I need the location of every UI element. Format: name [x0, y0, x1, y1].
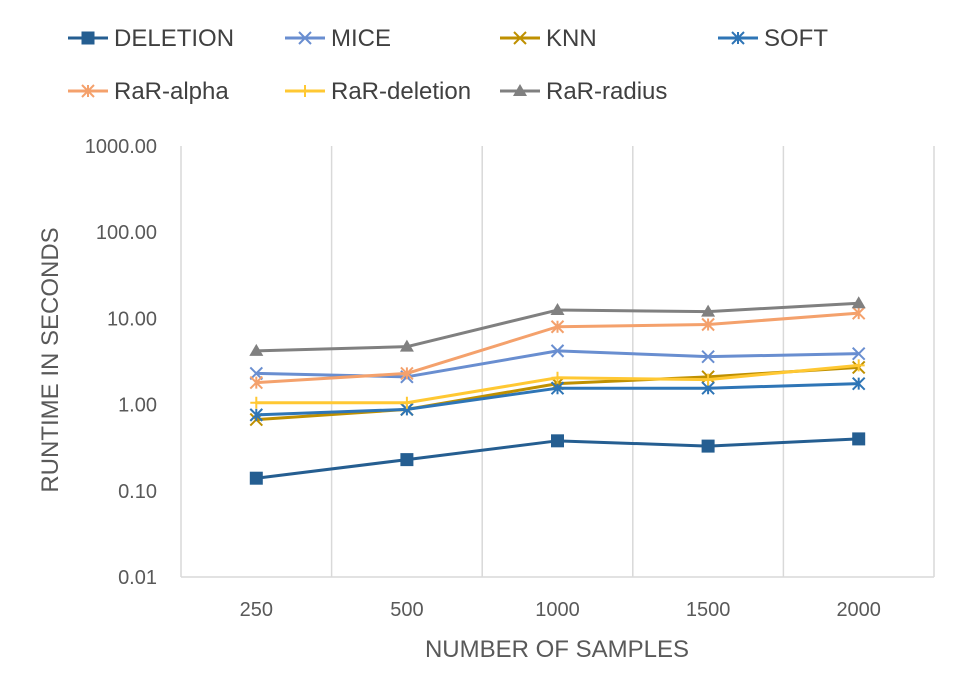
- marker-asterisk: [550, 381, 565, 395]
- marker-x: [513, 31, 527, 45]
- y-tick-label: 0.10: [118, 481, 157, 503]
- marker-triangle: [550, 303, 565, 316]
- legend-label: RaR-alpha: [114, 78, 229, 105]
- marker-triangle: [851, 296, 866, 309]
- legend-label: RaR-radius: [546, 78, 667, 105]
- y-tick-label: 1000.00: [85, 136, 157, 158]
- marker-plus: [250, 396, 263, 409]
- marker-asterisk: [249, 375, 264, 390]
- marker-plus: [551, 371, 564, 384]
- y-tick-label: 0.01: [118, 567, 157, 589]
- y-tick-label: 1.00: [118, 395, 157, 417]
- x-tick-label: 250: [240, 599, 273, 621]
- legend-item: DELETION: [68, 25, 234, 52]
- x-tick-labels: 250 500 1000 1500 2000: [240, 599, 881, 621]
- marker-triangle: [399, 339, 414, 352]
- y-tick-label: 100.00: [96, 222, 157, 244]
- legend-item: RaR-alpha: [68, 78, 229, 105]
- marker-triangle: [249, 343, 264, 356]
- series-deletion: [249, 432, 866, 485]
- legend-item: SOFT: [718, 25, 828, 52]
- marker-asterisk: [851, 376, 866, 391]
- y-axis-title: RUNTIME IN SECONDS: [37, 227, 64, 492]
- marker-asterisk: [701, 317, 715, 332]
- x-tick-label: 1000: [535, 599, 580, 621]
- y-tick-labels: 0.01 0.10 1.00 10.00 100.00 1000.00: [85, 136, 157, 589]
- marker-asterisk: [249, 408, 264, 422]
- marker-square: [249, 471, 263, 485]
- marker-asterisk: [851, 306, 866, 320]
- marker-x: [701, 349, 715, 364]
- marker-x: [851, 346, 866, 361]
- x-tick-label: 500: [390, 599, 423, 621]
- legend: DELETION MICE KNN SOFT RaR-alpha RaR-deletion…: [68, 25, 828, 105]
- marker-asterisk: [550, 320, 565, 334]
- legend-item: RaR-deletion: [285, 78, 471, 105]
- x-tick-label: 1500: [686, 599, 731, 621]
- series-rar-deletion: [250, 359, 865, 409]
- marker-asterisk: [731, 31, 745, 45]
- marker-plus: [852, 359, 865, 372]
- legend-item: KNN: [500, 25, 597, 52]
- marker-square: [701, 439, 715, 453]
- marker-triangle: [513, 84, 527, 96]
- marker-x: [550, 344, 565, 358]
- legend-item: RaR-radius: [500, 78, 667, 105]
- series-lines: [249, 296, 866, 485]
- marker-square: [81, 31, 95, 45]
- marker-triangle: [701, 304, 716, 317]
- legend-label: RaR-deletion: [331, 78, 471, 105]
- legend-label: MICE: [331, 25, 391, 52]
- legend-item: MICE: [285, 25, 391, 52]
- marker-square: [400, 453, 414, 467]
- series-rar-radius: [249, 296, 866, 356]
- gridlines: [180, 146, 935, 578]
- legend-label: DELETION: [114, 25, 234, 52]
- marker-asterisk: [81, 84, 95, 98]
- marker-x: [298, 31, 312, 45]
- y-tick-label: 10.00: [107, 308, 157, 330]
- marker-square: [852, 432, 866, 446]
- marker-plus: [702, 373, 715, 386]
- marker-plus: [400, 396, 413, 409]
- legend-label: KNN: [546, 25, 597, 52]
- marker-square: [551, 434, 564, 448]
- x-tick-label: 2000: [836, 599, 881, 621]
- series-rar-alpha: [249, 306, 866, 390]
- marker-asterisk: [400, 366, 414, 381]
- legend-label: SOFT: [764, 25, 828, 52]
- marker-plus: [299, 85, 311, 97]
- x-axis-title: NUMBER OF SAMPLES: [425, 636, 689, 663]
